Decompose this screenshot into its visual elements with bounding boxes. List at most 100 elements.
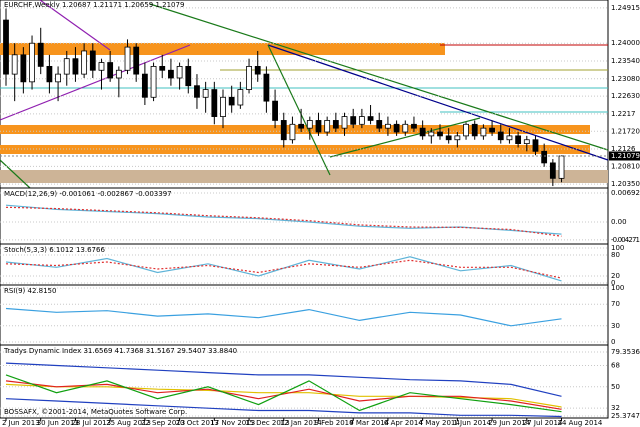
candle-body: [168, 69, 174, 79]
date-label: 15 Dec 2013: [245, 419, 290, 427]
indicator-line: [5, 206, 562, 237]
candle-body: [63, 58, 70, 75]
candle-body: [46, 65, 53, 83]
candle-body: [515, 135, 522, 145]
support-zone: [0, 170, 608, 183]
price-label: 1.20810: [611, 162, 640, 170]
price-label: 1.21720: [611, 127, 640, 135]
indicator-line: [5, 256, 562, 282]
indicator-line: [5, 362, 562, 397]
date-label: 12 Jan 2014: [280, 419, 323, 427]
date-label: 25 Aug 2013: [106, 419, 151, 427]
price-label: 1.23540: [611, 57, 640, 65]
candle-body: [489, 127, 495, 133]
indicator-label: 0: [611, 338, 615, 346]
trend-line: [329, 117, 481, 158]
indicator-line: [5, 307, 562, 327]
indicator-label: 0.00: [611, 218, 627, 226]
trend-line: [0, 159, 31, 189]
indicator-line: [5, 398, 562, 418]
candle-body: [463, 123, 469, 137]
date-label: 2 Jun 2013: [2, 419, 40, 427]
candle-body: [558, 155, 565, 179]
candle-body: [159, 65, 166, 71]
date-label: 4 May 2014: [419, 419, 461, 427]
candle-body: [376, 120, 383, 129]
candle-body: [29, 42, 35, 83]
candle-body: [11, 54, 18, 75]
indicator-title: MACD(12,26,9) -0.001061 -0.002867 -0.003…: [4, 190, 172, 198]
indicator-label: 0.00692: [611, 189, 640, 197]
candle-body: [185, 65, 192, 87]
candle-body: [280, 120, 287, 141]
date-label: 27 Jul 2014: [523, 419, 563, 427]
candle-body: [211, 89, 218, 117]
candle-body: [150, 65, 157, 98]
indicator-line: [5, 204, 562, 235]
date-label: 9 Mar 2014: [349, 419, 389, 427]
candle-body: [263, 73, 270, 102]
price-label: 1.24915: [611, 4, 640, 12]
candle-body: [437, 131, 443, 137]
indicator-label: 25.3747: [611, 412, 640, 420]
price-label: 1.23080: [611, 75, 640, 83]
candle-body: [141, 73, 148, 98]
indicator-label: 32: [611, 404, 620, 412]
candle-body: [324, 120, 331, 133]
candle-body: [228, 96, 235, 106]
candle-body: [497, 131, 504, 141]
candle-body: [471, 123, 478, 137]
candle-body: [454, 135, 461, 141]
candle-body: [358, 116, 365, 125]
indicator-title: Stoch(5,3,3) 6.1012 13.6766: [4, 246, 105, 254]
candle-body: [350, 116, 357, 125]
date-label: 30 Jun 2013: [37, 419, 79, 427]
candle-body: [254, 65, 261, 75]
trend-line: [0, 44, 191, 121]
last-price-box: [609, 151, 640, 161]
candle-body: [202, 89, 209, 98]
candle-body: [115, 69, 122, 79]
candle-body: [81, 50, 88, 75]
date-label: 6 Apr 2014: [384, 419, 423, 427]
indicator-line: [5, 259, 562, 279]
indicator-label: 100: [611, 284, 624, 292]
trend-line: [267, 44, 331, 176]
candle-body: [133, 46, 140, 75]
candle-body: [549, 162, 556, 179]
last-price-label: 1.21079: [611, 152, 640, 160]
indicator-label: 68: [611, 361, 620, 369]
candle-body: [289, 123, 296, 141]
indicator-label: 79.3536: [611, 348, 640, 356]
trend-line: [267, 44, 609, 161]
indicator-label: 30: [611, 322, 620, 330]
candle-body: [402, 123, 409, 133]
indicator-line: [5, 374, 562, 413]
candle-body: [237, 89, 244, 106]
copyright: BOSSAFX, ©2001-2014, MetaQuotes Software…: [4, 408, 187, 416]
price-label: 1.20350: [611, 180, 640, 188]
indicator-label: 20: [611, 272, 620, 280]
trend-line: [149, 3, 609, 151]
indicator-label: -0.004271: [611, 236, 640, 244]
candle-body: [176, 65, 183, 79]
candle-body: [532, 139, 539, 152]
price-label: 1.22630: [611, 92, 640, 100]
candle-body: [445, 135, 452, 141]
price-label: 1.24000: [611, 39, 640, 47]
candle-body: [272, 100, 278, 121]
candle-body: [306, 120, 313, 129]
candle-body: [506, 135, 513, 141]
candle-body: [480, 127, 487, 137]
date-label: 1 Jun 2014: [453, 419, 491, 427]
candle-body: [246, 65, 252, 90]
indicator-label: 70: [611, 300, 620, 308]
date-label: 29 Jun 2014: [488, 419, 531, 427]
date-label: 28 Jul 2013: [71, 419, 111, 427]
candle-body: [3, 19, 9, 75]
date-label: 17 Nov 2013: [210, 419, 255, 427]
candle-body: [55, 73, 61, 83]
candle-body: [332, 120, 339, 129]
indicator-label: 0: [611, 279, 615, 287]
